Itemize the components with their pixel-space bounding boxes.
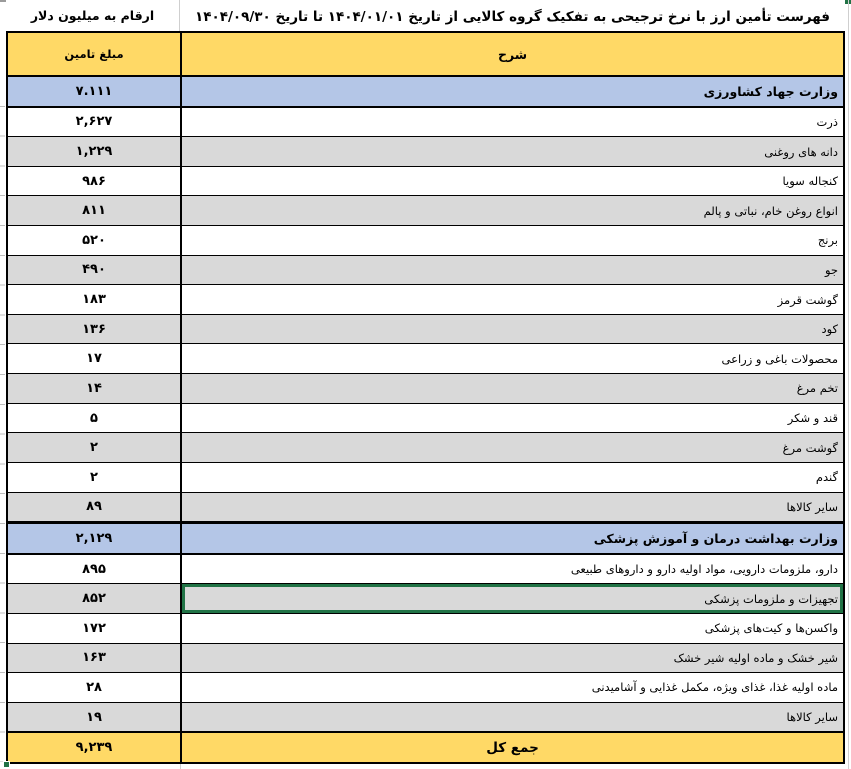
table-row: ۴۹۰ جو [8, 255, 843, 286]
description-cell[interactable]: انواع روغن خام، نباتی و پالم [703, 203, 838, 218]
description-cell[interactable]: وزارت بهداشت درمان و آموزش پزشکی [593, 530, 838, 546]
table-row: ۲۸ ماده اولیه غذا، غذای ویژه، مکمل غذایی… [8, 673, 843, 703]
amount-cell[interactable]: ۱۷۲ [8, 613, 182, 643]
description-cell[interactable]: شیر خشک و ماده اولیه شیر خشک [673, 650, 838, 665]
description-cell[interactable]: گوشت مرغ [782, 440, 838, 455]
table-row: ۸۹ سایر کالاها [8, 492, 843, 523]
amount-cell[interactable]: ۱,۲۲۹ [8, 137, 182, 166]
amount-cell[interactable]: ۲,۱۲۹ [8, 524, 182, 553]
description-cell[interactable]: جمع کل [486, 739, 539, 756]
description-cell[interactable]: دانه های روغنی [764, 144, 838, 159]
table-row: ۸۹۵ دارو، ملزومات دارویی، مواد اولیه دار… [8, 554, 843, 585]
table-row: ۱۴ تخم مرغ [8, 374, 843, 404]
table-row: ۱۹ سایر کالاها [8, 702, 843, 733]
amount-cell[interactable]: ۹۸۶ [8, 166, 182, 196]
amount-cell[interactable]: ۱۸۳ [8, 285, 182, 314]
amount-cell[interactable]: ۸۵۲ [8, 584, 182, 613]
amount-cell[interactable]: ۸۹۵ [8, 554, 182, 584]
description-cell[interactable]: سایر کالاها [786, 499, 838, 514]
description-cell[interactable]: واکسن‌ها و کیت‌های پزشکی [704, 621, 838, 636]
amount-cell[interactable]: ۱۹ [8, 702, 182, 732]
description-cell[interactable]: تخم مرغ [796, 381, 838, 396]
description-cell[interactable]: ماده اولیه غذا، غذای ویژه، مکمل غذایی و … [591, 680, 838, 695]
amount-cell[interactable]: ۱۳۶ [8, 314, 182, 344]
table-row: ۸۱۱ انواع روغن خام، نباتی و پالم [8, 196, 843, 227]
description-cell-selected[interactable]: تجهیزات و ملزومات پزشکی [182, 584, 843, 613]
description-cell[interactable]: کنجاله سویا [782, 174, 838, 189]
units-note-cell[interactable]: ارقام به میلیون دلار [6, 0, 180, 31]
table-row: ۱۷ محصولات باغی و زراعی [8, 344, 843, 375]
description-cell[interactable]: ذرت [816, 114, 838, 129]
amount-cell[interactable]: ۴۹۰ [8, 255, 182, 285]
amount-cell[interactable]: ۲,۶۲۷ [8, 107, 182, 137]
table-row: ۱۳۶ کود [8, 314, 843, 345]
table-row: ۹۸۶ کنجاله سویا [8, 166, 843, 197]
amount-cell[interactable]: ۷.۱۱۱ [8, 77, 182, 106]
table-row: ۱۸۳ گوشت قرمز [8, 285, 843, 315]
report-title-cell[interactable]: فهرست تأمین ارز با نرخ ترجیحی به تفکیک گ… [194, 9, 831, 25]
amount-cell[interactable]: ۲۸ [8, 673, 182, 702]
description-cell[interactable]: گوشت قرمز [777, 292, 838, 307]
table-header-row: مبلغ تامین شرح [8, 33, 843, 77]
table-row: ۲ گندم [8, 462, 843, 493]
description-cell[interactable]: دارو، ملزومات دارویی، مواد اولیه دارو و … [570, 562, 838, 577]
amount-cell[interactable]: ۵۲۰ [8, 226, 182, 255]
amount-cell[interactable]: ۱۷ [8, 344, 182, 374]
amount-column-header[interactable]: مبلغ تامین [8, 33, 182, 75]
description-cell[interactable]: سایر کالاها [786, 710, 838, 725]
amount-cell[interactable]: ۱۶۳ [8, 643, 182, 673]
table-row: ۲ گوشت مرغ [8, 433, 843, 463]
amount-cell[interactable]: ۲ [8, 462, 182, 492]
table-row: ۹,۲۳۹ جمع کل [8, 732, 843, 763]
description-cell[interactable]: کود [821, 322, 838, 337]
description-cell[interactable]: وزارت جهاد کشاورزی [703, 83, 838, 99]
fill-handle[interactable] [3, 761, 10, 768]
table-row: ۲,۶۲۷ ذرت [8, 107, 843, 138]
description-cell[interactable]: جو [824, 262, 838, 277]
table-row: ۸۵۲ تجهیزات و ملزومات پزشکی [3, 584, 843, 768]
description-column-header[interactable]: شرح [497, 46, 528, 62]
data-table: مبلغ تامین شرح ۷.۱۱۱ وزارت جهاد کشاورزی … [3, 31, 845, 768]
table-row: ۱۷۲ واکسن‌ها و کیت‌های پزشکی [8, 613, 843, 644]
row-gridline-ticks [0, 77, 5, 762]
table-body: ۷.۱۱۱ وزارت جهاد کشاورزی ۲,۶۲۷ ذرت ۱,۲۲۹… [3, 77, 843, 768]
table-row: ۵۲۰ برنج [8, 226, 843, 256]
amount-cell[interactable]: ۹,۲۳۹ [8, 733, 182, 763]
title-row: ارقام به میلیون دلار فهرست تأمین ارز با … [6, 0, 845, 31]
table-row: ۱۶۳ شیر خشک و ماده اولیه شیر خشک [8, 643, 843, 674]
table-row: ۱,۲۲۹ دانه های روغنی [8, 137, 843, 167]
amount-cell[interactable]: ۲ [8, 433, 182, 462]
spreadsheet: ارقام به میلیون دلار فهرست تأمین ارز با … [3, 0, 845, 768]
amount-cell[interactable]: ۸۹ [8, 492, 182, 522]
table-row: ۲,۱۲۹ وزارت بهداشت درمان و آموزش پزشکی [8, 522, 843, 555]
amount-cell[interactable]: ۸۱۱ [8, 196, 182, 226]
right-margin-gridline [848, 0, 849, 769]
amount-cell[interactable]: ۵ [8, 403, 182, 433]
table-row: ۵ قند و شکر [8, 403, 843, 434]
table-row: ۷.۱۱۱ وزارت جهاد کشاورزی [8, 77, 843, 108]
description-cell[interactable]: گندم [815, 470, 838, 485]
description-cell[interactable]: محصولات باغی و زراعی [721, 351, 838, 366]
description-cell[interactable]: برنج [817, 233, 838, 248]
amount-cell[interactable]: ۱۴ [8, 374, 182, 403]
description-cell[interactable]: قند و شکر [787, 411, 838, 425]
